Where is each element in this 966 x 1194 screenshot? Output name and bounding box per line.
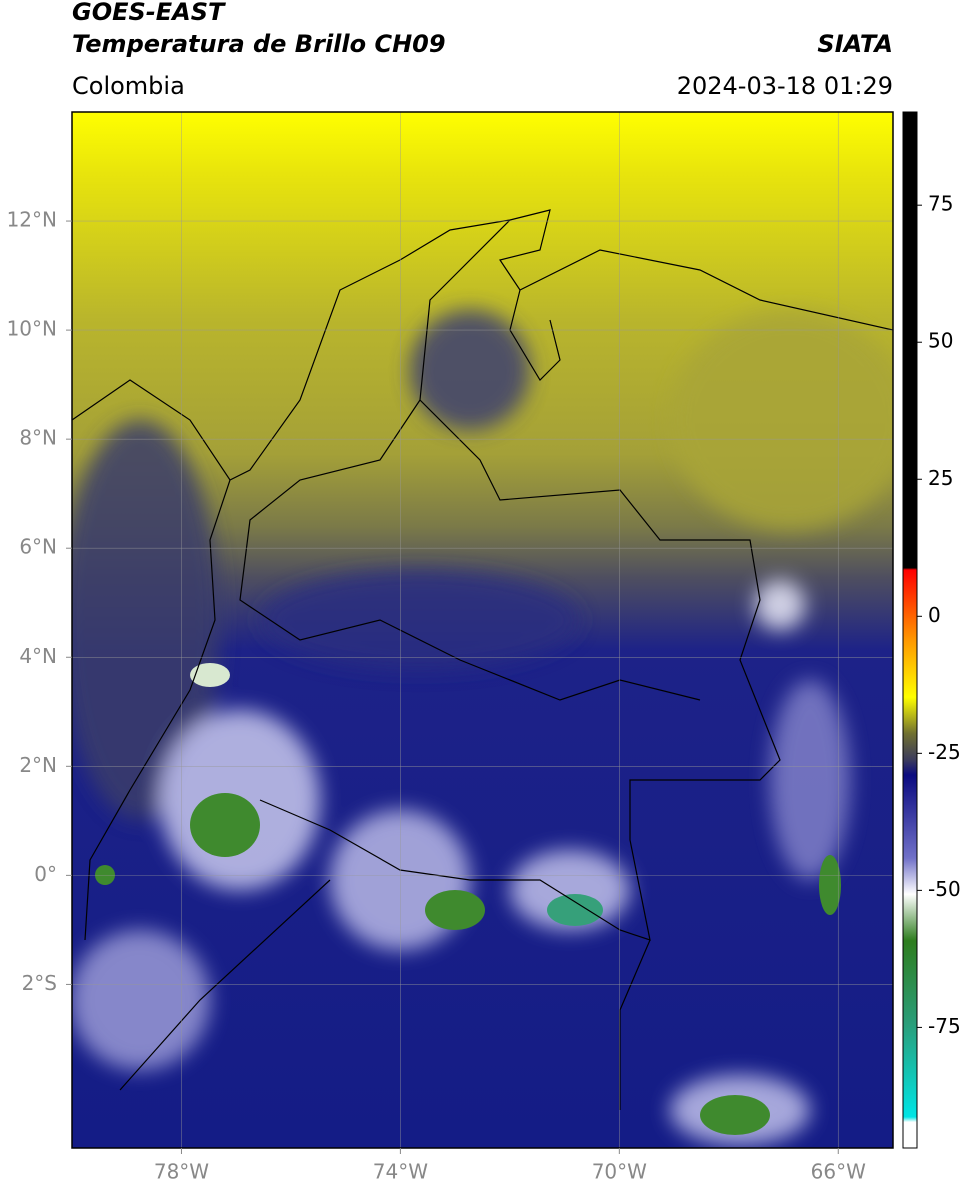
colorbar-tick-label: -50: [928, 877, 961, 901]
colorbar-tick-label: -75: [928, 1014, 961, 1038]
lat-tick-label: 6°N: [19, 535, 57, 559]
colorbar-tick-label: 25: [928, 466, 953, 490]
title: GOES-EAST: [72, 0, 226, 26]
lat-tick-label: 0°: [34, 862, 57, 886]
lon-tick-label: 74°W: [373, 1160, 428, 1184]
lat-tick-label: 4°N: [19, 644, 57, 668]
map-frame: [71, 111, 894, 1149]
labels: 78°W 74°W 70°W 66°W 12°N 10°N 8°N 6°N 4°N 2°N 0° 2°…: [7, 192, 961, 1184]
colorbar-tick-label: 75: [928, 192, 953, 216]
lon-tick-label: 70°W: [592, 1160, 647, 1184]
grid: [72, 112, 893, 1148]
lat-tick-label: 2°N: [19, 753, 57, 777]
lon-tick-label: 66°W: [811, 1160, 866, 1184]
colorbar: [902, 111, 918, 1149]
datetime: 2024-03-18 01:29: [677, 72, 893, 100]
lat-tick-label: 12°N: [7, 208, 57, 232]
imagery: [72, 112, 893, 1148]
subtitle: Temperatura de Brillo CH09: [72, 30, 446, 58]
lat-tick-label: 2°S: [22, 971, 57, 995]
colorbar-tick-label: 50: [928, 329, 953, 353]
lon-tick-label: 78°W: [154, 1160, 209, 1184]
colorbar-tick-label: -25: [928, 740, 961, 764]
source: SIATA: [817, 30, 893, 58]
lat-tick-label: 8°N: [19, 426, 57, 450]
colorbar-tick-label: 0: [928, 603, 941, 627]
region: Colombia: [72, 72, 185, 100]
lat-tick-label: 10°N: [7, 317, 57, 341]
